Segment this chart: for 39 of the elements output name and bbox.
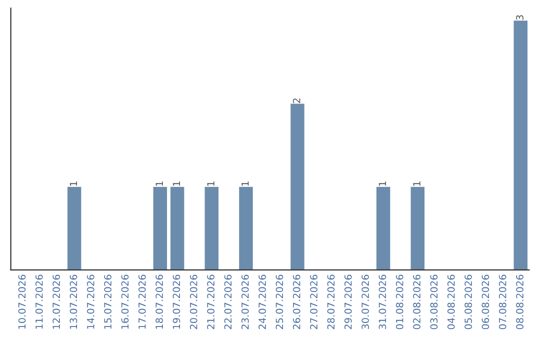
x-tick-label: 13.07.2026 xyxy=(70,274,78,329)
x-tick-label: 18.07.2026 xyxy=(156,274,163,329)
x-tick-label: 07.08.2026 xyxy=(498,274,506,330)
data-label: 1 xyxy=(242,182,249,186)
x-tick-label: 23.07.2026 xyxy=(241,274,249,330)
x-tick-label: 02.08.2026 xyxy=(413,274,420,330)
x-tick-label: 06.08.2026 xyxy=(482,274,490,330)
x-tick-label: 12.07.2026 xyxy=(52,274,60,329)
x-tick-label: 16.07.2026 xyxy=(121,274,129,329)
data-label: 1 xyxy=(172,182,180,186)
x-tick-label: 19.07.2026 xyxy=(172,274,180,329)
x-tick-label: 11.07.2026 xyxy=(35,274,43,329)
x-tick-label: 27.07.2026 xyxy=(310,274,318,330)
data-label: 1 xyxy=(156,182,163,186)
data-label: 1 xyxy=(70,182,77,186)
data-label: 2 xyxy=(292,98,300,104)
x-tick-label: 05.08.2026 xyxy=(464,274,472,330)
x-tick-label: 28.07.2026 xyxy=(327,274,335,330)
x-tick-label: 26.07.2026 xyxy=(292,274,300,330)
x-tick-label: 30.07.2026 xyxy=(362,274,369,330)
x-tick-label: 29.07.2026 xyxy=(344,274,352,330)
x-tick-label: 20.07.2026 xyxy=(190,274,198,330)
data-label: 1 xyxy=(413,182,420,186)
x-tick-label: 08.08.2026 xyxy=(516,274,524,330)
data-label: 1 xyxy=(207,182,214,186)
x-tick-label: 24.07.2026 xyxy=(258,274,266,330)
x-tick-label: 14.07.2026 xyxy=(86,274,94,329)
x-tick-label: 22.07.2026 xyxy=(224,274,232,330)
x-tick-label: 17.07.2026 xyxy=(138,274,146,329)
x-tick-label: 03.08.2026 xyxy=(430,274,438,330)
x-tick-label: 31.07.2026 xyxy=(378,274,386,330)
data-label: 3 xyxy=(516,15,524,20)
x-tick-label: 04.08.2026 xyxy=(447,274,455,330)
x-tick-label: 25.07.2026 xyxy=(276,274,284,330)
x-tick-label: 01.08.2026 xyxy=(396,274,404,330)
data-label: 1 xyxy=(378,182,386,186)
x-tick-label: 10.07.2026 xyxy=(18,274,26,329)
x-tick-label: 15.07.2026 xyxy=(104,274,112,329)
x-tick-label: 21.07.2026 xyxy=(207,274,214,330)
